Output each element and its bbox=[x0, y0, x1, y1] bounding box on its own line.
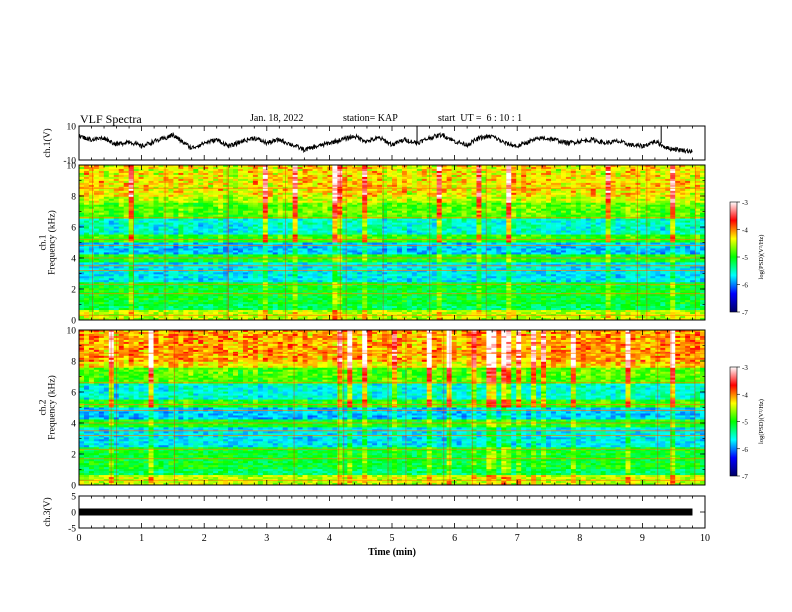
xtick-label: 9 bbox=[640, 533, 645, 544]
ytick-label: 10 bbox=[67, 327, 77, 337]
yaxis-label: ch.1 bbox=[39, 234, 49, 250]
ytick-label: 8 bbox=[71, 358, 76, 368]
colorbar-tick-label: -4 bbox=[742, 227, 748, 235]
colorbar-tick-label: -3 bbox=[742, 364, 748, 372]
xtick-label: 5 bbox=[390, 533, 395, 544]
yaxis-label: ch.3(V) bbox=[42, 497, 53, 526]
ytick-label: 6 bbox=[71, 224, 76, 234]
ch1-waveform-line bbox=[79, 131, 693, 154]
yaxis-label: Frequency (kHz) bbox=[47, 210, 58, 275]
date-label: Jan. 18, 2022 bbox=[250, 113, 303, 124]
xtick-label: 8 bbox=[577, 533, 582, 544]
ytick-label: -10 bbox=[63, 157, 76, 167]
xtick-label: 2 bbox=[202, 533, 207, 544]
colorbar-tick-label: -4 bbox=[742, 391, 748, 399]
xtick-label: 4 bbox=[327, 533, 332, 544]
colorbar-tick-label: -6 bbox=[742, 446, 748, 454]
ytick-label: 8 bbox=[71, 193, 76, 203]
colorbar-tick-label: -5 bbox=[742, 254, 748, 262]
xtick-label: 7 bbox=[515, 533, 520, 544]
xtick-label: 10 bbox=[700, 533, 710, 544]
ytick-label: 2 bbox=[71, 286, 76, 296]
yaxis-label: ch.2 bbox=[39, 399, 49, 415]
colorbar-label: log(PSD)(V²/Hz) bbox=[758, 235, 765, 280]
ytick-label: 0 bbox=[71, 317, 76, 327]
colorbar-tick-label: -6 bbox=[742, 282, 748, 290]
yaxis-label: Frequency (kHz) bbox=[47, 375, 58, 440]
colorbar-1: -3 -4 -5 -6 -7 log(PSD)(V²/Hz) bbox=[729, 199, 765, 317]
spectrogram-ch2 bbox=[79, 330, 706, 486]
colorbar-tick-label: -5 bbox=[742, 419, 748, 427]
yaxis-label: ch.1(V) bbox=[42, 128, 53, 157]
chart-title: VLF Spectra bbox=[80, 112, 142, 127]
ytick-label: 4 bbox=[71, 420, 76, 430]
spectrogram-ch1 bbox=[79, 165, 706, 321]
ytick-label: 10 bbox=[67, 123, 77, 133]
ytick-label: 10 bbox=[67, 162, 77, 172]
colorbar-tick-label: -7 bbox=[742, 309, 748, 317]
ytick-label: 0 bbox=[71, 509, 76, 519]
colorbar-tick-label: -7 bbox=[742, 473, 748, 481]
start-ut-label: start UT = 6 : 10 : 1 bbox=[438, 113, 522, 124]
colorbar-tick-label: -3 bbox=[742, 199, 748, 207]
colorbar-label: log(PSD)(V²/Hz) bbox=[758, 399, 765, 444]
station-label: station= KAP bbox=[343, 113, 398, 124]
colorbar-2: -3 -4 -5 -6 -7 log(PSD)(V²/Hz) bbox=[729, 364, 765, 481]
ytick-label: 6 bbox=[71, 389, 76, 399]
ytick-label: 0 bbox=[71, 482, 76, 492]
ch3-trace-line bbox=[79, 508, 693, 516]
xtick-label: 6 bbox=[452, 533, 457, 544]
xaxis-label: Time (min) bbox=[368, 547, 416, 558]
ytick-label: 2 bbox=[71, 451, 76, 461]
xtick-label: 1 bbox=[139, 533, 144, 544]
xtick-label: 0 bbox=[77, 533, 82, 544]
ytick-label: 5 bbox=[71, 493, 76, 503]
ytick-label: 4 bbox=[71, 255, 76, 265]
xtick-label: 3 bbox=[264, 533, 269, 544]
ytick-label: -5 bbox=[68, 525, 76, 535]
